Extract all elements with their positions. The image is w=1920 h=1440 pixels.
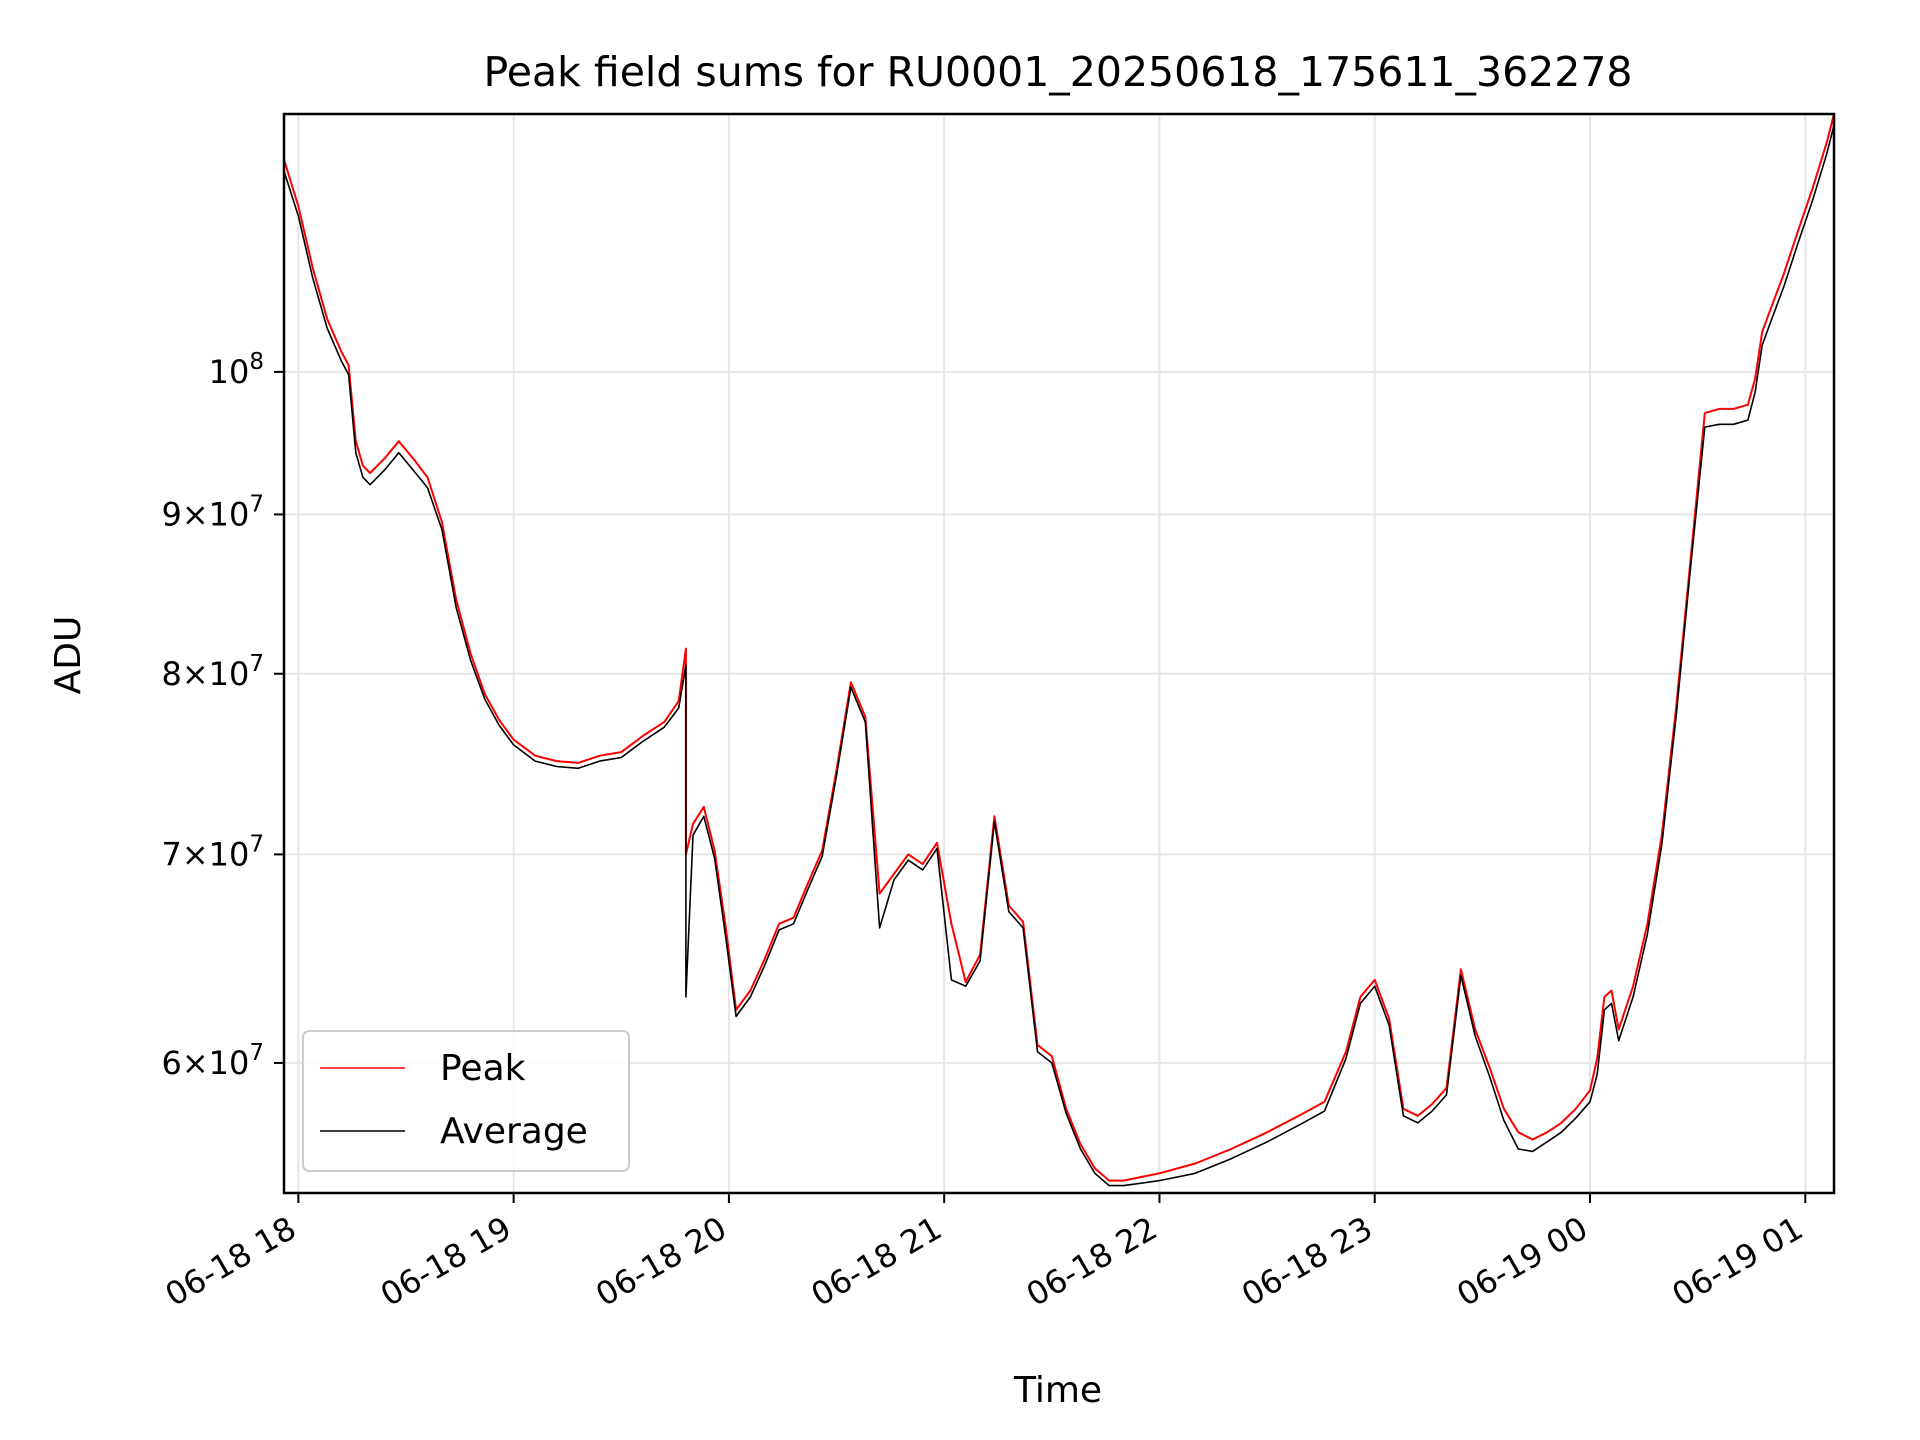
y-tick-label: 8×107 [161, 651, 264, 693]
legend-frame [302, 1030, 630, 1172]
series-line-average [283, 125, 1835, 1187]
series-line-peak [283, 113, 1835, 1182]
x-axis-label: Time [1013, 1370, 1102, 1411]
y-tick-label: 7×107 [161, 831, 264, 873]
y-axis-label: ADU [48, 616, 89, 695]
legend: Peak Average [302, 1030, 630, 1172]
plot-frame [282, 112, 1836, 1195]
grid [284, 114, 1834, 1193]
legend-label-peak: Peak [440, 1048, 526, 1089]
series-layer [283, 113, 1835, 1187]
legend-label-average: Average [440, 1111, 588, 1152]
y-tick-label: 6×107 [161, 1040, 264, 1082]
chart-title: Peak field sums for RU0001_20250618_1756… [483, 48, 1632, 96]
y-axis: 108 9×107 8×107 7×107 6×107 [161, 349, 284, 1082]
y-tick-label: 9×107 [161, 491, 264, 533]
y-tick-label: 108 [209, 349, 264, 391]
